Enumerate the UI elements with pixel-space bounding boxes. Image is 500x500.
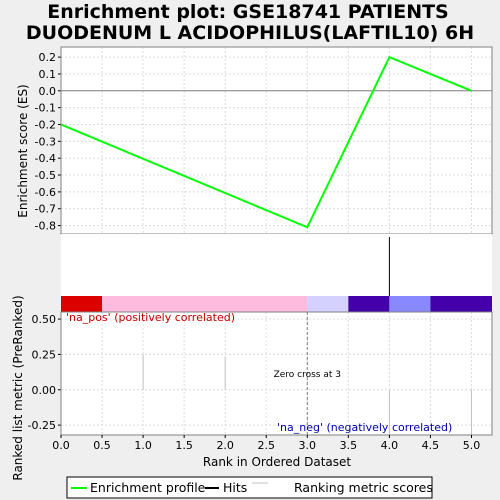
x-tick-label: 2.5: [257, 439, 275, 452]
x-tick-label: 5.0: [463, 439, 481, 452]
es-y-tick-label: -0.2: [35, 118, 56, 131]
es-y-tick-label: -0.1: [35, 102, 56, 115]
x-tick-label: 4.5: [422, 439, 440, 452]
x-axis-label: Rank in Ordered Dataset: [203, 455, 351, 469]
ranking-y-tick-label: 0.50: [32, 313, 57, 326]
heat-segment: [102, 296, 308, 312]
pos-correlated-label: 'na_pos' (positively correlated): [66, 311, 235, 324]
heat-segment: [61, 296, 103, 312]
chart-title-line2: DUODENUM L ACIDOPHILUS(LAFTIL10) 6H: [26, 22, 474, 44]
es-y-tick-label: 0.0: [39, 85, 57, 98]
ranking-plot-frame: [60, 311, 493, 436]
ranking-axis-label: Ranked list metric (PreRanked): [11, 295, 25, 480]
legend-ranking-label: Ranking metric scores: [294, 480, 433, 495]
heat-segment: [430, 296, 492, 312]
x-tick-label: 1.5: [175, 439, 193, 452]
ranking-plot-area: [61, 312, 492, 435]
es-axis-label: Enrichment score (ES): [16, 84, 30, 217]
x-tick-label: 3.5: [340, 439, 358, 452]
ranking-y-tick-label: -0.25: [28, 419, 56, 432]
es-y-tick-label: -0.7: [35, 203, 56, 216]
es-y-tick-label: -0.5: [35, 169, 56, 182]
heat-segment: [348, 296, 390, 312]
legend: Enrichment profile Hits Ranking metric s…: [66, 476, 433, 499]
legend-hits-label: Hits: [223, 480, 247, 495]
legend-enrichment-label: Enrichment profile: [90, 480, 206, 495]
heat-segment: [389, 296, 431, 312]
neg-correlated-label: 'na_neg' (negatively correlated): [277, 421, 452, 434]
es-y-tick-label: 0.1: [39, 68, 57, 81]
hits-area: [61, 234, 492, 296]
ranking-y-tick-label: 0.00: [32, 384, 57, 397]
es-y-tick-label: -0.3: [35, 135, 56, 148]
es-panel: 0.2 0.1 0.0 -0.1 -0.2 -0.3 -0.4 -0.5 -0.6 -0.7 -0.…: [35, 46, 493, 235]
legend-box: [66, 476, 433, 499]
hits-panel: [61, 234, 492, 296]
enrichment-profile-line: [60, 55, 472, 229]
es-plot-area: [61, 47, 492, 234]
zero-cross-label: Zero cross at 3: [274, 370, 341, 380]
chart-title-line1: Enrichment plot: GSE18741 PATIENTS: [47, 1, 449, 23]
es-y-tick-label: 0.2: [39, 51, 57, 64]
ranking-panel: 0.50 0.25 0.00 -0.25 Zero cross at 3 'na_pos'…: [28, 311, 493, 436]
es-y-tick-label: -0.4: [35, 152, 56, 165]
x-tick-label: 2.0: [216, 439, 234, 452]
x-tick-label: 3.0: [299, 439, 317, 452]
ranking-y-tick-label: 0.25: [32, 348, 57, 361]
x-tick-label: 0.5: [93, 439, 111, 452]
x-tick-label: 0.0: [52, 439, 70, 452]
es-y-tick-label: -0.6: [35, 186, 56, 199]
es-y-tick-label: -0.8: [35, 220, 56, 233]
x-tick-label: 4.0: [381, 439, 399, 452]
x-axis: 0.0 0.5 1.0 1.5 2.0 2.5 3.0 3.5 4.0 4.5 5.0: [52, 435, 480, 452]
x-tick-label: 1.0: [134, 439, 152, 452]
heat-bar: [61, 296, 492, 312]
heat-segment: [307, 296, 349, 312]
